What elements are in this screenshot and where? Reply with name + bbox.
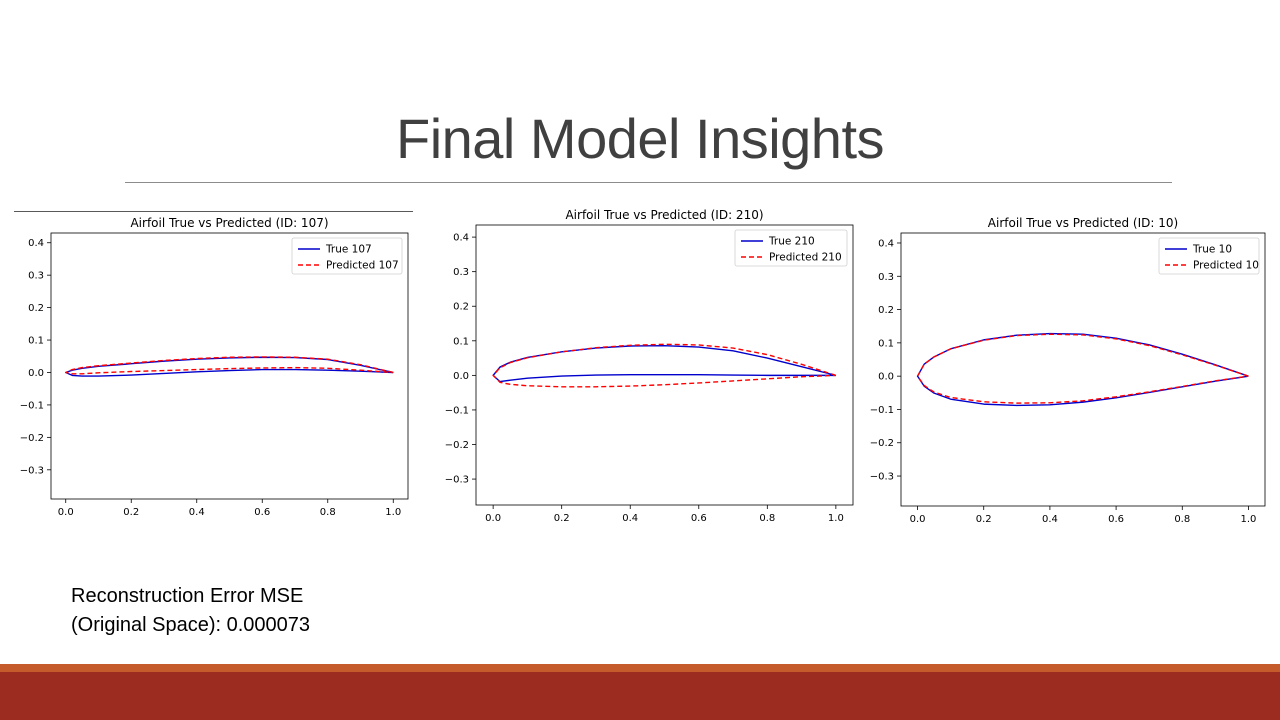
series-predicted-line [65, 356, 394, 375]
y-tick-label: 0.3 [453, 267, 469, 278]
y-tick-label: 0.2 [28, 303, 44, 314]
x-tick-label: 0.6 [1108, 514, 1124, 525]
x-tick-label: 0.0 [485, 513, 501, 524]
x-tick-label: 0.2 [123, 507, 139, 518]
y-tick-label: −0.2 [20, 433, 44, 444]
mse-line-1: Reconstruction Error MSE [71, 585, 304, 607]
airfoil-chart-210-svg: Airfoil True vs Predicted (ID: 210) 0.0 0.… [445, 208, 854, 524]
x-tick-label: 0.4 [622, 513, 638, 524]
plot-frame [900, 232, 1266, 507]
x-tick-label: 1.0 [828, 513, 844, 524]
airfoil-chart-10: Airfoil True vs Predicted (ID: 10) 0.0 0.2… [862, 210, 1272, 530]
y-tick-label: −0.3 [20, 465, 44, 476]
airfoil-chart-107: Airfoil True vs Predicted (ID: 107) 0.0 0.… [10, 210, 420, 530]
legend-label: True 107 [325, 244, 372, 256]
mse-line-2: (Original Space): 0.000073 [71, 614, 311, 636]
legend-label: Predicted 107 [326, 260, 399, 272]
x-tick-label: 0.2 [976, 514, 992, 525]
chart-title: Airfoil True vs Predicted (ID: 10) [988, 216, 1178, 230]
y-tick-label: −0.2 [445, 440, 469, 451]
y-tick-label: −0.1 [20, 400, 44, 411]
x-tick-label: 0.0 [58, 507, 74, 518]
legend-box [734, 229, 848, 267]
series-predicted-line [916, 333, 1249, 404]
footer-accent-strip [0, 664, 1280, 672]
slide-title: Final Model Insights [395, 107, 885, 170]
series-true-line [492, 344, 837, 383]
y-tick-label: 0.1 [453, 336, 469, 347]
x-tick-label: 0.6 [691, 513, 707, 524]
x-tick-label: 0.2 [554, 513, 570, 524]
y-tick-label: −0.1 [870, 405, 894, 416]
y-tick-label: 0.0 [453, 371, 469, 382]
x-tick-label: 0.8 [1174, 514, 1190, 525]
chart-title: Airfoil True vs Predicted (ID: 210) [565, 208, 763, 222]
y-tick-label: 0.3 [878, 272, 894, 283]
x-tick-label: 0.0 [910, 514, 926, 525]
x-tick-label: 0.4 [189, 507, 205, 518]
footer-band [0, 672, 1280, 720]
chart-top-rule [14, 211, 413, 212]
y-tick-label: 0.4 [878, 238, 894, 249]
chart-title: Airfoil True vs Predicted (ID: 107) [130, 216, 328, 230]
legend-label: Predicted 210 [769, 252, 842, 264]
x-tick-label: 0.8 [320, 507, 336, 518]
y-tick-label: 0.1 [28, 336, 44, 347]
y-tick-label: −0.3 [445, 475, 469, 486]
x-tick-label: 0.4 [1042, 514, 1058, 525]
series-predicted-line [492, 343, 837, 388]
y-tick-label: 0.1 [878, 338, 894, 349]
mse-note: Reconstruction Error MSE (Original Space… [71, 582, 310, 640]
legend-label: True 210 [768, 236, 815, 248]
y-tick-label: −0.2 [870, 438, 894, 449]
y-tick-label: 0.4 [28, 238, 44, 249]
legend-label: Predicted 10 [1193, 260, 1259, 272]
y-tick-label: 0.0 [28, 368, 44, 379]
title-divider [125, 182, 1172, 183]
airfoil-chart-210: Airfoil True vs Predicted (ID: 210) 0.0 0.… [435, 202, 865, 532]
y-tick-label: 0.4 [453, 233, 469, 244]
x-tick-label: 0.6 [254, 507, 270, 518]
airfoil-chart-10-svg: Airfoil True vs Predicted (ID: 10) 0.0 0.2… [870, 216, 1266, 525]
legend-label: True 10 [1192, 244, 1232, 256]
airfoil-chart-107-svg: Airfoil True vs Predicted (ID: 107) 0.0 0.… [20, 216, 409, 518]
y-tick-label: 0.0 [878, 372, 894, 383]
legend-box [291, 237, 403, 275]
plot-frame [50, 232, 409, 500]
y-tick-label: 0.3 [28, 271, 44, 282]
y-tick-label: −0.1 [445, 405, 469, 416]
y-tick-label: 0.2 [878, 305, 894, 316]
series-true-line [916, 332, 1249, 407]
series-true-line [65, 356, 394, 377]
y-tick-label: −0.3 [870, 472, 894, 483]
plot-frame [475, 224, 854, 506]
x-tick-label: 1.0 [385, 507, 401, 518]
y-tick-label: 0.2 [453, 302, 469, 313]
x-tick-label: 0.8 [759, 513, 775, 524]
x-tick-label: 1.0 [1241, 514, 1257, 525]
